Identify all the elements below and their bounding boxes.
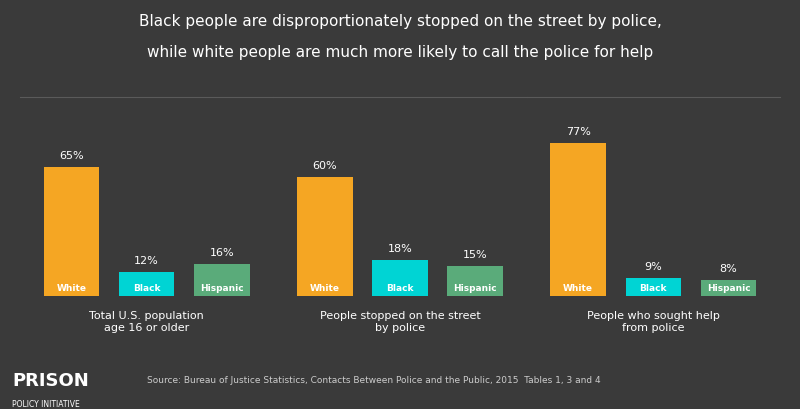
Text: 65%: 65% [59, 150, 84, 160]
Text: 15%: 15% [463, 249, 487, 259]
Text: 8%: 8% [720, 263, 738, 273]
Text: 12%: 12% [134, 256, 159, 265]
Text: PRISON: PRISON [12, 371, 89, 389]
Bar [44, 167, 99, 297]
Bar [550, 144, 606, 297]
Bar [447, 267, 503, 297]
Bar [119, 272, 174, 297]
Text: Black people are disproportionately stopped on the street by police,: Black people are disproportionately stop… [138, 14, 662, 29]
Text: People who sought help
from police: People who sought help from police [587, 310, 720, 332]
Text: People stopped on the street
by police: People stopped on the street by police [320, 310, 480, 332]
Text: POLICY INITIATIVE: POLICY INITIATIVE [12, 389, 80, 408]
Text: Black: Black [386, 283, 414, 292]
Text: 16%: 16% [210, 247, 234, 258]
Text: 18%: 18% [388, 243, 412, 254]
Text: White: White [57, 283, 86, 292]
Text: Total U.S. population
age 16 or older: Total U.S. population age 16 or older [90, 310, 204, 332]
Bar [626, 279, 681, 297]
Bar [701, 281, 756, 297]
Text: 9%: 9% [645, 261, 662, 271]
Text: White: White [310, 283, 340, 292]
Text: Hispanic: Hispanic [706, 283, 750, 292]
Text: Black: Black [639, 283, 667, 292]
Text: Source: Bureau of Justice Statistics, Contacts Between Police and the Public, 20: Source: Bureau of Justice Statistics, Co… [146, 375, 600, 384]
Text: while white people are much more likely to call the police for help: while white people are much more likely … [147, 45, 653, 60]
Text: 60%: 60% [313, 160, 337, 170]
Bar [297, 177, 353, 297]
Bar [194, 265, 250, 297]
Bar [372, 261, 428, 297]
Text: White: White [563, 283, 593, 292]
Text: 77%: 77% [566, 126, 590, 136]
Text: Black: Black [133, 283, 161, 292]
Text: Hispanic: Hispanic [200, 283, 244, 292]
Text: Hispanic: Hispanic [454, 283, 497, 292]
